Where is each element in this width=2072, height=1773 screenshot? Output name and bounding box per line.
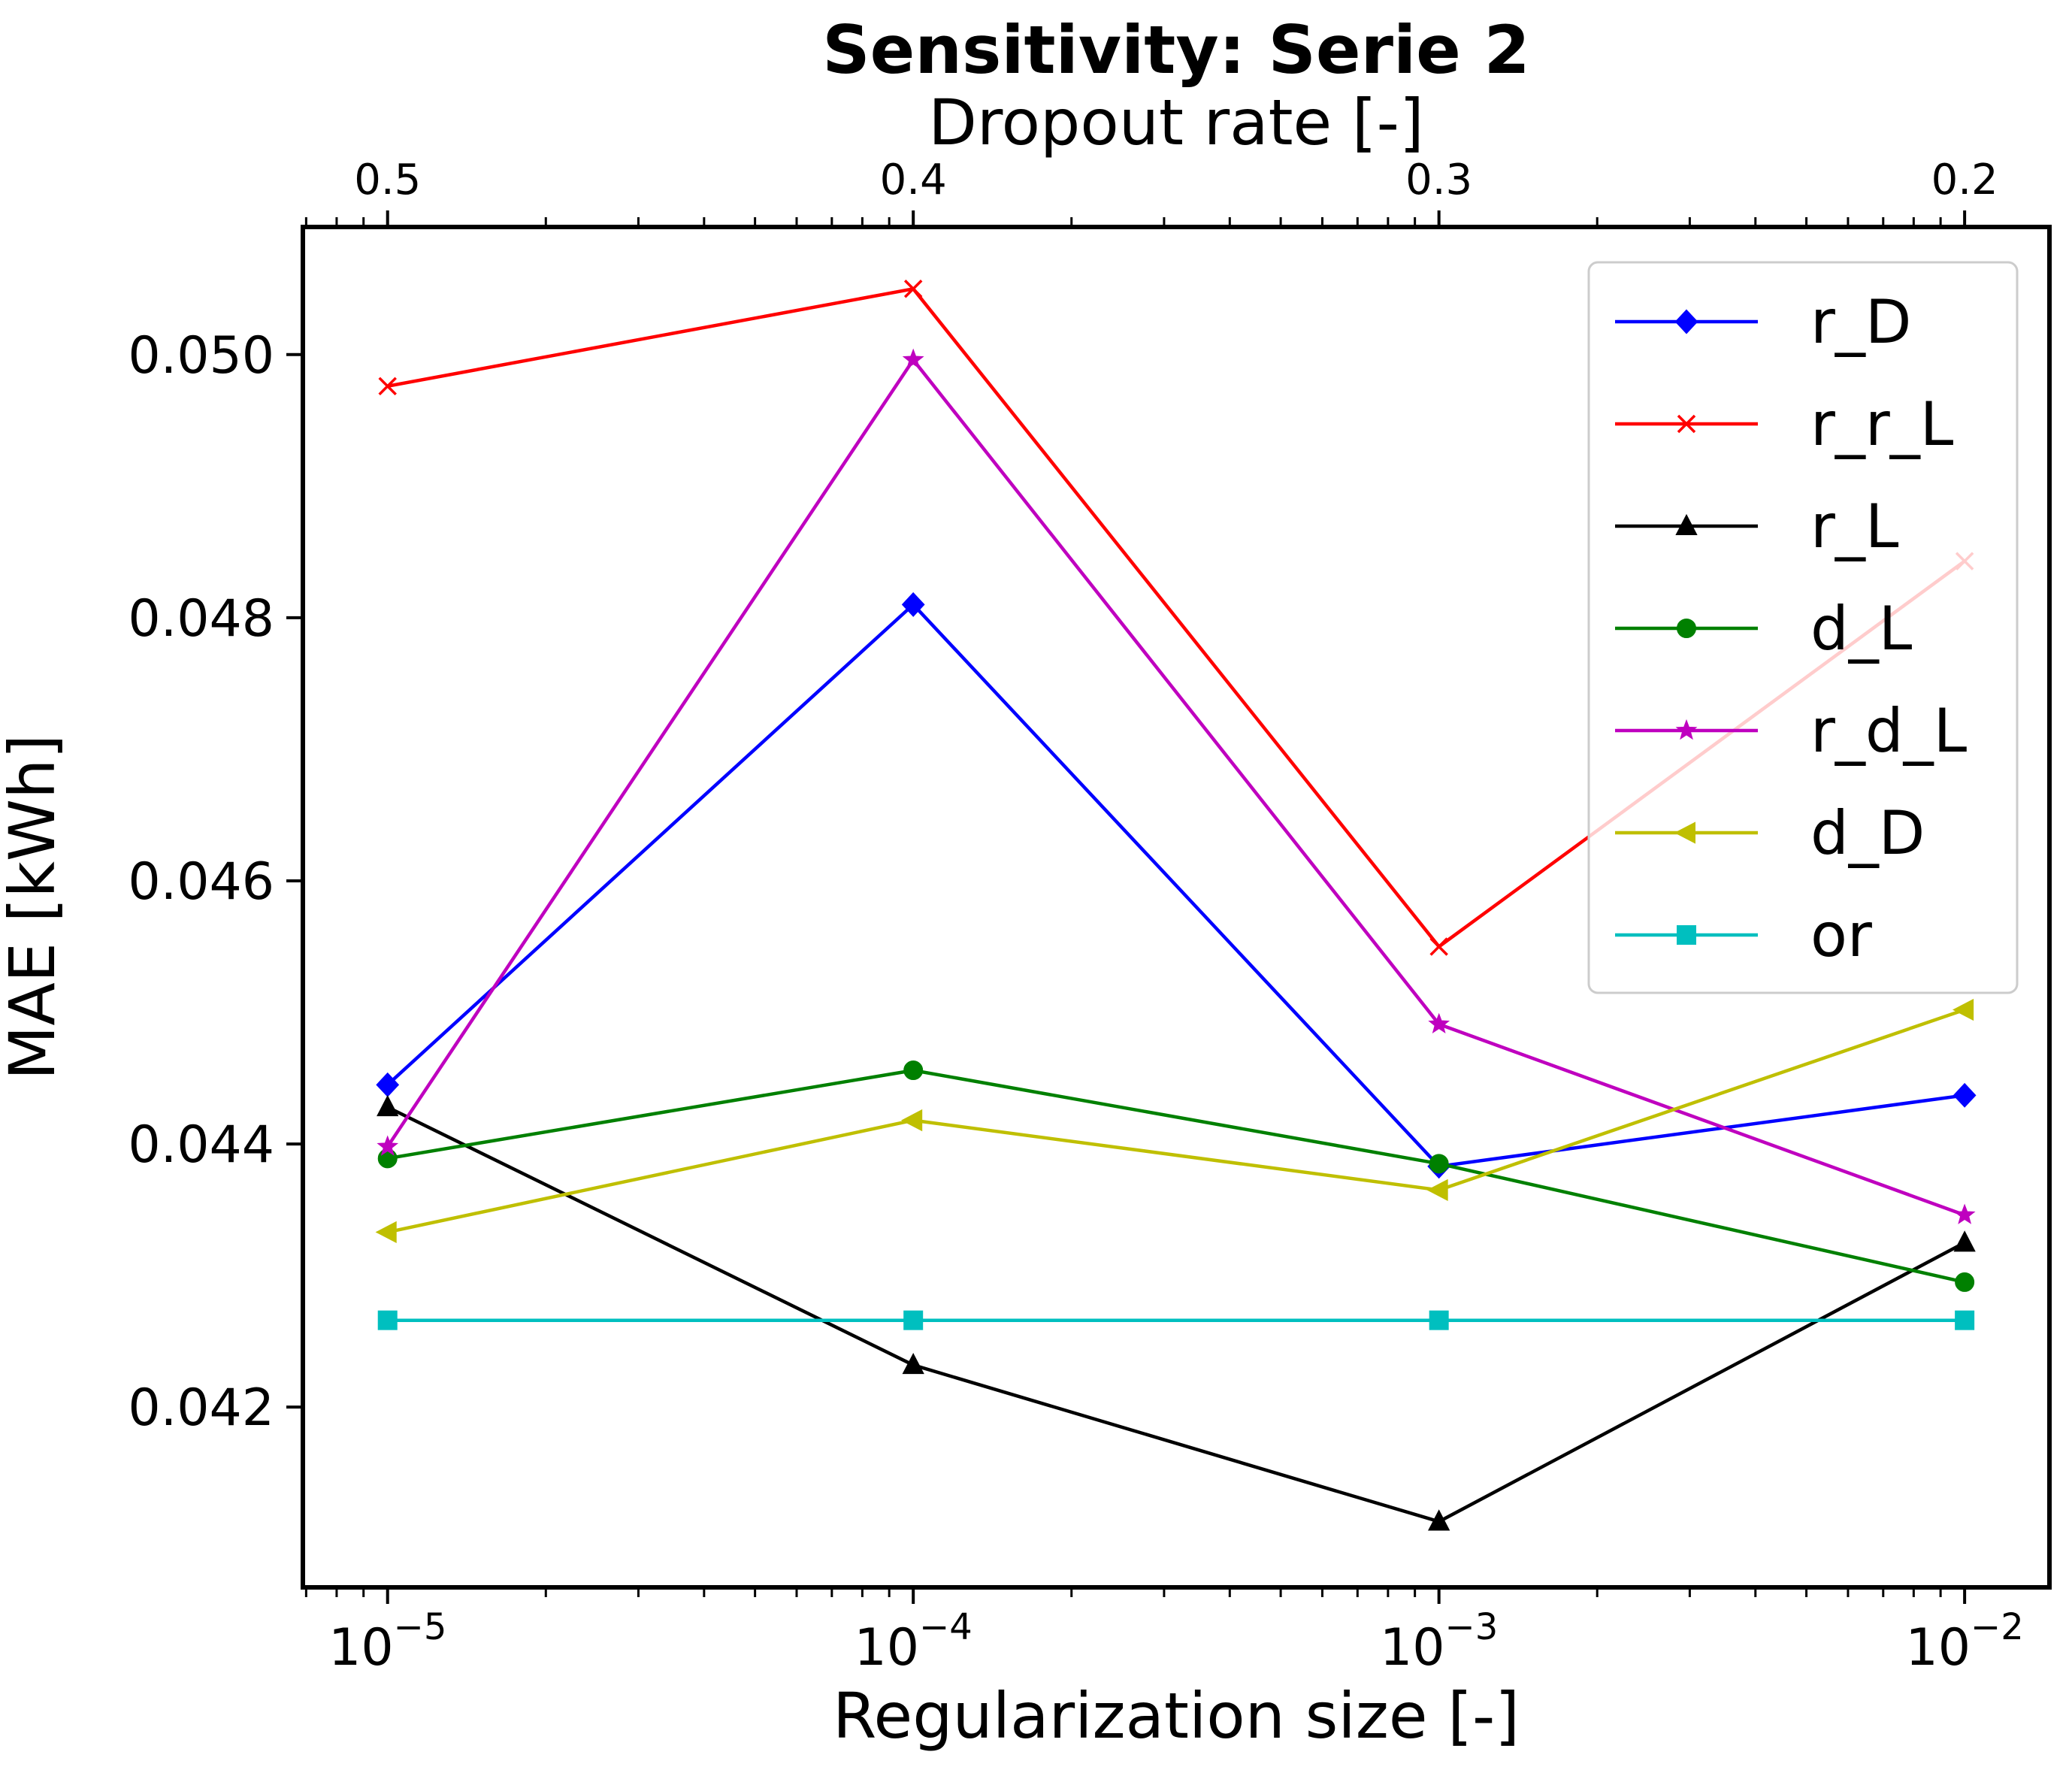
data-point xyxy=(903,1310,924,1330)
x-tick-label-base: 10 xyxy=(328,1618,394,1678)
top-x-tick-label: 0.3 xyxy=(1405,156,1472,204)
legend: r_D r_r_L r_L d_L r_d_L d_Dor xyxy=(1587,261,2019,994)
marker-stroke xyxy=(903,280,923,298)
x-tick-label: 10−5 xyxy=(328,1606,446,1678)
y-tick-label: 0.046 xyxy=(128,852,274,912)
data-point xyxy=(903,1060,924,1081)
data-point xyxy=(1955,1310,1975,1330)
series-r-L xyxy=(377,1094,1976,1531)
series-line xyxy=(387,1068,1965,1284)
y-tick-label: 0.048 xyxy=(128,589,274,649)
legend-label: or xyxy=(1810,900,1872,970)
data-point xyxy=(1429,1310,1449,1330)
data-point xyxy=(1429,937,1448,956)
data-point xyxy=(377,1094,399,1117)
data-point xyxy=(901,1109,923,1132)
legend-label: r_D xyxy=(1810,287,1912,357)
data-point xyxy=(1953,1203,1976,1224)
data-point xyxy=(377,1310,398,1330)
legend-marker xyxy=(1677,619,1696,638)
legend-item: d_L xyxy=(1615,594,1913,664)
legend-label: d_D xyxy=(1810,798,1925,868)
legend-item: d_D xyxy=(1615,798,1925,868)
series-d-D xyxy=(375,998,1974,1244)
y-tick-label: 0.042 xyxy=(128,1378,274,1438)
legend-item: r_L xyxy=(1615,492,1899,561)
x-tick-label: 10−2 xyxy=(1905,1606,2023,1678)
data-point xyxy=(377,1148,398,1169)
series-or xyxy=(377,1310,1975,1330)
x-tick-label-base: 10 xyxy=(1380,1618,1445,1678)
x-tick-label-exponent: −3 xyxy=(1445,1606,1499,1648)
legend-marker xyxy=(1674,821,1695,844)
legend-label: r_r_L xyxy=(1810,389,1954,459)
data-point xyxy=(378,377,397,396)
data-point xyxy=(1952,998,1974,1021)
data-point xyxy=(1953,1230,1976,1252)
legend-item: r_D xyxy=(1615,287,1912,357)
data-point xyxy=(901,592,925,617)
series-d-L xyxy=(377,1060,1975,1292)
legend-label: r_d_L xyxy=(1810,696,1968,766)
legend-item: or xyxy=(1615,900,1872,970)
series-r-D xyxy=(376,592,1977,1179)
series-r-d-L xyxy=(377,348,1976,1224)
y-tick-label: 0.050 xyxy=(128,326,274,386)
top-x-tick-label: 0.2 xyxy=(1931,156,1998,204)
chart-title: Sensitivity: Serie 2 xyxy=(822,11,1529,89)
legend-item: r_d_L xyxy=(1615,696,1968,766)
marker-stroke xyxy=(1429,937,1448,956)
series-line xyxy=(386,1106,1966,1523)
series-line xyxy=(387,1008,1965,1234)
plot-frame xyxy=(301,225,2052,1590)
legend-box xyxy=(1587,261,2019,994)
data-point xyxy=(1426,1178,1448,1202)
top-x-tick-label: 0.4 xyxy=(880,156,947,204)
x-tick-label: 10−4 xyxy=(855,1606,972,1678)
legend-marker xyxy=(1675,719,1698,740)
legend-marker xyxy=(1677,925,1696,945)
data-point xyxy=(902,348,924,370)
data-point xyxy=(1955,1272,1975,1292)
data-point xyxy=(377,1135,399,1156)
legend-marker xyxy=(1675,513,1698,535)
x-tick-label-exponent: −4 xyxy=(919,1606,972,1648)
y-axis-label: MAE [kWh] xyxy=(0,734,69,1080)
marker-stroke xyxy=(378,377,397,396)
top-x-axis-label: Dropout rate [-] xyxy=(928,86,1424,159)
data-point xyxy=(903,280,923,298)
top-x-tick-label: 0.5 xyxy=(354,156,421,204)
data-point xyxy=(902,1353,924,1375)
data-point xyxy=(1428,1012,1450,1034)
axes: 10−5 10−4 10−3 10−20.5 0.4 0.3 0.20.0420.0440.… xyxy=(128,156,2052,1678)
x-tick-label: 10−3 xyxy=(1380,1606,1498,1678)
legend-marker xyxy=(1677,414,1696,434)
marker-stroke xyxy=(1677,414,1696,434)
x-axis-label: Regularization size [-] xyxy=(833,1679,1520,1753)
x-tick-label-base: 10 xyxy=(1905,1618,1971,1678)
legend-item: r_r_L xyxy=(1615,389,1954,459)
x-tick-label-base: 10 xyxy=(855,1618,920,1678)
legend-label: d_L xyxy=(1810,594,1913,664)
x-tick-label-exponent: −5 xyxy=(394,1606,447,1648)
series-group xyxy=(375,280,1977,1531)
y-tick-label: 0.044 xyxy=(128,1115,274,1175)
data-point xyxy=(375,1221,397,1244)
x-tick-label-exponent: −2 xyxy=(1971,1606,2024,1648)
data-point xyxy=(1429,1154,1449,1174)
data-point xyxy=(1428,1509,1450,1531)
legend-label: r_L xyxy=(1810,492,1899,561)
data-point xyxy=(1953,1082,1977,1108)
legend-marker xyxy=(1674,309,1698,334)
series-line xyxy=(386,358,1965,1217)
series-line xyxy=(386,603,1965,1169)
